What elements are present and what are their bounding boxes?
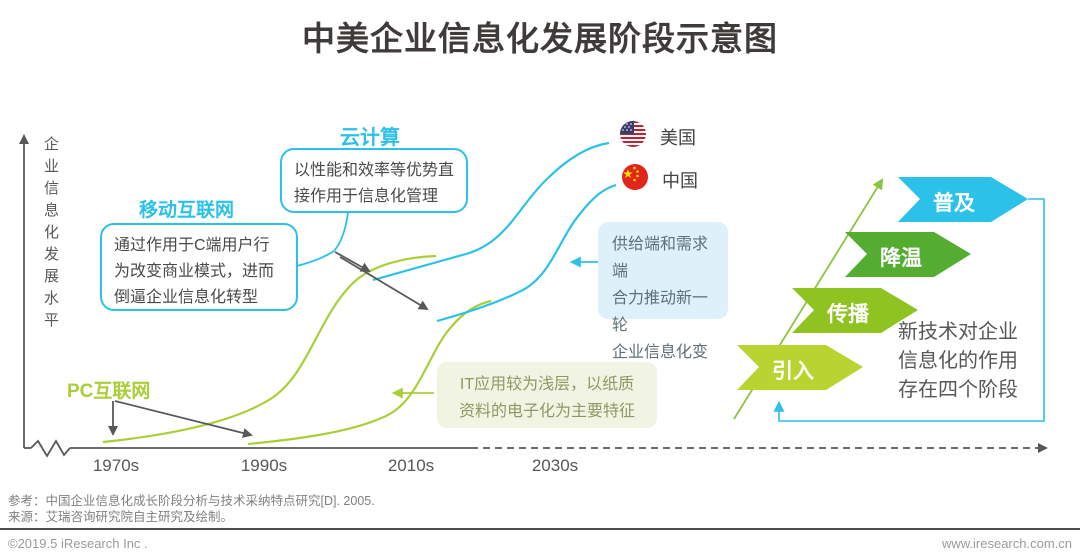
chevron-popularize <box>898 177 1028 222</box>
caption-line: 新技术对企业 <box>898 321 1018 343</box>
pc-arrow-to-1990s <box>114 400 253 438</box>
footer-divider <box>0 528 1080 530</box>
us-pc-internet-curve <box>102 254 437 444</box>
note-line: 为改变商业模式，进而 <box>114 263 275 280</box>
caption-line: 信息化的作用 <box>898 350 1018 372</box>
legend-us-label: 美国 <box>660 128 696 148</box>
stage-label-popularize: 普及 <box>933 192 975 215</box>
chevron-cooldown <box>845 232 971 277</box>
tick-1990s: 1990s <box>240 456 288 475</box>
footer-source: 来源：艾瑞咨询研究院自主研究及绘制。 <box>8 510 234 524</box>
callout-line: 供给端和需求端 <box>612 236 709 280</box>
mobile-internet-label: 移动互联网 <box>139 200 235 221</box>
callout-line: 资料的电子化为主要特征 <box>458 403 635 420</box>
legend-china-label: 中国 <box>662 171 698 191</box>
china-new-wave-curve <box>436 183 617 323</box>
tick-2030s: 2030s <box>531 456 579 475</box>
callout-line: 合力推动新一轮 <box>612 290 709 334</box>
supply-demand-callout-box: 供给端和需求端 合力推动新一轮 企业信息化变革 <box>598 222 728 388</box>
caption-line: 存在四个阶段 <box>898 379 1018 401</box>
us-new-wave-curve <box>372 141 610 282</box>
tick-1970s: 1970s <box>92 456 140 475</box>
it-application-callout-box: IT应用较为浅层，以纸质 资料的电子化为主要特征 <box>437 362 657 428</box>
tick-2010s: 2010s <box>387 456 435 475</box>
page-title: 中美企业信息化发展阶段示意图 <box>302 20 778 57</box>
mobile-box-connector-line <box>296 250 335 267</box>
chevron-intro <box>737 345 863 390</box>
note-line: 通过作用于C端用户行 <box>114 237 270 254</box>
cloud-box-connector-line <box>333 212 349 252</box>
stages-feedback-loop-arrow <box>773 198 1045 422</box>
footer-website: www.iresearch.com.cn <box>941 536 1072 551</box>
stages-caption: 新技术对企业 信息化的作用 存在四个阶段 <box>898 318 1048 405</box>
cloud-computing-note-box: 以性能和效率等优势直 接作用于信息化管理 <box>280 148 468 213</box>
china-flag-icon <box>622 164 648 190</box>
arrow-to-china-wave-junction <box>339 256 429 311</box>
us-flag-icon <box>620 121 646 147</box>
stage-label-cooldown: 降温 <box>880 247 922 270</box>
mobile-internet-note-box: 通过作用于C端用户行 为改变商业模式，进而 倒逼企业信息化转型 <box>100 223 298 311</box>
cloud-computing-label: 云计算 <box>340 127 400 149</box>
arrow-to-us-wave-junction <box>334 251 371 272</box>
note-line: 倒逼企业信息化转型 <box>114 289 259 306</box>
note-line: 接作用于信息化管理 <box>294 188 439 205</box>
chevron-spread <box>792 288 918 333</box>
axis-break-zigzag-icon <box>30 439 71 458</box>
stage-label-spread: 传播 <box>827 303 869 326</box>
pc-internet-label: PC互联网 <box>67 381 151 402</box>
stage-label-intro: 引入 <box>772 360 814 383</box>
y-axis-label: 企业信息化发展水平 <box>42 136 59 334</box>
footer-reference: 参考：中国企业信息化成长阶段分析与技术采纳特点研究[D]. 2005. <box>8 494 375 508</box>
footer-copyright: ©2019.5 iResearch Inc . <box>8 536 148 551</box>
note-line: 以性能和效率等优势直 <box>294 162 455 179</box>
callout-line: IT应用较为浅层，以纸质 <box>459 376 635 393</box>
